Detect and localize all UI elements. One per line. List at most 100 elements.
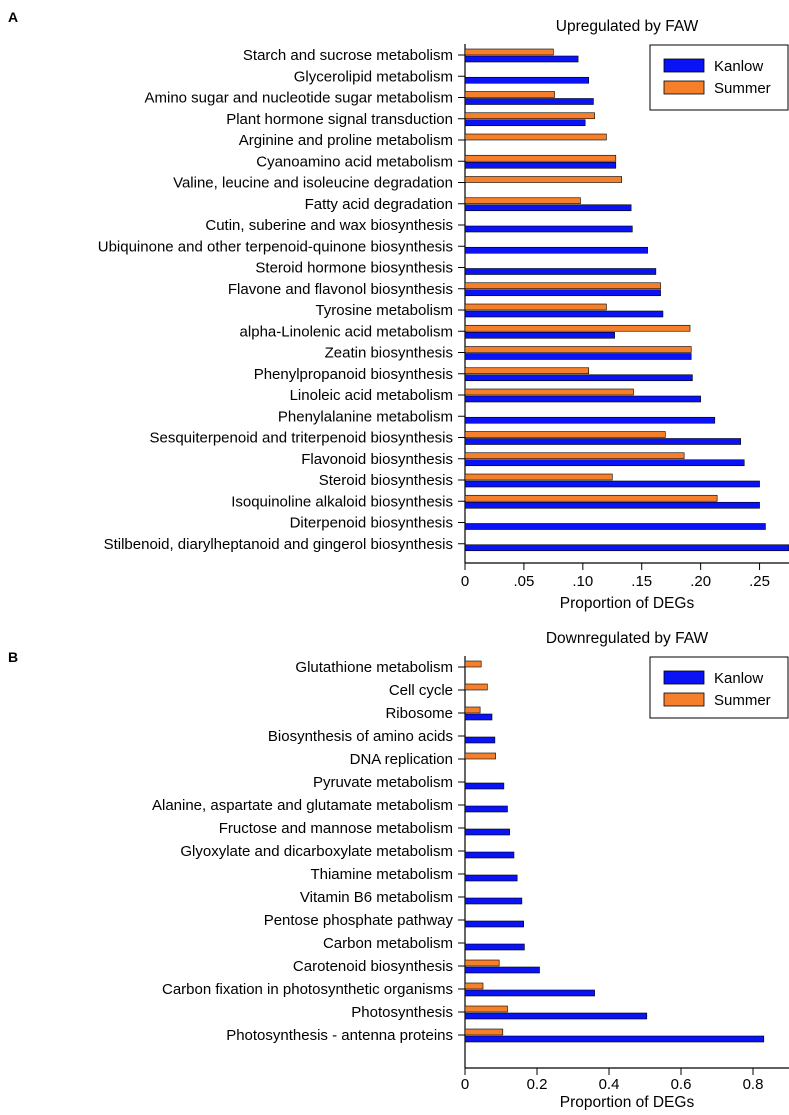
category-label: Ubiquinone and other terpenoid-quinone b…	[98, 238, 453, 255]
category-label: Carbon metabolism	[323, 935, 453, 952]
legend-box	[649, 656, 789, 719]
bar-kanlow	[464, 782, 505, 790]
bar-kanlow	[464, 501, 760, 509]
bar-summer	[464, 982, 484, 990]
category-label: Cutin, suberine and wax biosynthesis	[205, 217, 453, 234]
category-label: Biosynthesis of amino acids	[268, 728, 453, 745]
bar-kanlow	[464, 874, 518, 882]
category-label: Zeatin biosynthesis	[325, 345, 453, 362]
bar-summer	[464, 282, 661, 290]
category-label: Sesquiterpenoid and triterpenoid biosynt…	[149, 430, 453, 447]
bar-summer	[464, 660, 482, 668]
bar-summer	[464, 133, 607, 141]
category-label: Tyrosine metabolism	[315, 302, 453, 319]
x-tick-label: .15	[631, 573, 652, 590]
category-label: Diterpenoid biosynthesis	[290, 515, 453, 532]
category-label: Pentose phosphate pathway	[264, 912, 454, 929]
category-label: Photosynthesis - antenna proteins	[226, 1027, 453, 1044]
bar-kanlow	[464, 805, 508, 813]
bar-kanlow	[464, 119, 586, 127]
x-tick-label: .20	[690, 573, 711, 590]
x-axis-label: Proportion of DEGs	[560, 1094, 695, 1110]
category-label: Stilbenoid, diarylheptanoid and gingerol…	[104, 536, 453, 553]
category-label: Linoleic acid metabolism	[290, 387, 453, 404]
bar-summer	[464, 473, 613, 481]
bar-kanlow	[464, 828, 510, 836]
chart-title: Downregulated by FAW	[546, 630, 709, 647]
bar-kanlow	[464, 438, 741, 445]
bar-kanlow	[464, 713, 493, 721]
category-label: Phenylpropanoid biosynthesis	[254, 366, 453, 383]
bar-summer	[464, 452, 685, 460]
category-label: Carotenoid biosynthesis	[293, 958, 453, 975]
bar-kanlow	[464, 851, 515, 859]
bar-summer	[464, 1005, 508, 1013]
x-tick-label: 0	[461, 1076, 469, 1093]
bar-summer	[464, 367, 590, 375]
bar-kanlow	[464, 310, 664, 318]
bar-summer	[464, 683, 488, 691]
bar-kanlow	[464, 225, 633, 233]
bar-kanlow	[464, 204, 632, 212]
x-axis-label: Proportion of DEGs	[560, 595, 695, 612]
bar-kanlow	[464, 544, 789, 552]
category-label: Isoquinoline alkaloid biosynthesis	[231, 493, 453, 510]
category-label: Thiamine metabolism	[310, 866, 453, 883]
legend-swatch-kanlow	[663, 670, 705, 685]
bar-summer	[464, 752, 496, 760]
bar-kanlow	[464, 416, 716, 424]
bar-kanlow	[464, 897, 523, 905]
category-label: Steroid hormone biosynthesis	[255, 260, 453, 277]
bar-kanlow	[464, 920, 524, 928]
chart-title: Upregulated by FAW	[556, 18, 699, 35]
bar-summer	[464, 494, 718, 502]
category-label: Ribosome	[385, 705, 453, 722]
category-label: DNA replication	[350, 751, 453, 768]
bar-summer	[464, 176, 622, 183]
panel-label: A	[8, 9, 18, 25]
bar-kanlow	[464, 966, 540, 974]
bar-summer	[464, 388, 634, 396]
bar-summer	[464, 154, 617, 162]
category-label: Vitamin B6 metabolism	[300, 889, 453, 906]
bar-summer	[464, 91, 555, 98]
legend-swatch-summer	[663, 692, 705, 707]
legend-label-summer: Summer	[714, 80, 771, 97]
legend-box	[649, 44, 789, 111]
category-label: alpha-Linolenic acid metabolism	[240, 323, 453, 340]
bar-summer	[464, 431, 666, 438]
bar-kanlow	[464, 374, 693, 382]
category-label: Plant hormone signal transduction	[226, 111, 453, 128]
legend: Kanlow Summer	[649, 44, 789, 111]
category-label: Cell cycle	[389, 682, 453, 699]
category-label: Glycerolipid metabolism	[294, 68, 453, 85]
bar-summer	[464, 303, 607, 311]
legend: Kanlow Summer	[649, 656, 789, 719]
bar-kanlow	[464, 523, 766, 530]
x-tick-label: 0.8	[743, 1076, 764, 1093]
category-label: Photosynthesis	[351, 1004, 453, 1021]
bar-kanlow	[464, 246, 648, 254]
x-tick-label: 0.4	[599, 1076, 620, 1093]
x-tick-label: .05	[513, 573, 534, 590]
bar-kanlow	[464, 480, 760, 488]
category-label: Pyruvate metabolism	[313, 774, 453, 791]
bar-kanlow	[464, 161, 617, 169]
legend-swatch-summer	[663, 80, 705, 95]
panel-b: B Downregulated by FAW Glutathione metabol…	[8, 630, 789, 1111]
panel-a: A Upregulated by FAW Starch and sucrose me…	[8, 9, 789, 612]
bar-kanlow	[464, 76, 590, 84]
bar-kanlow	[464, 268, 657, 275]
bar-summer	[464, 112, 595, 120]
legend-label-summer: Summer	[714, 692, 771, 709]
bar-summer	[464, 48, 554, 56]
bar-summer	[464, 324, 691, 332]
bar-kanlow	[464, 736, 496, 744]
bar-kanlow	[464, 943, 525, 951]
bar-kanlow	[464, 98, 594, 105]
category-label: Alanine, aspartate and glutamate metabol…	[152, 797, 453, 814]
category-label: Valine, leucine and isoleucine degradati…	[173, 175, 453, 192]
category-label: Amino sugar and nucleotide sugar metabol…	[144, 90, 453, 107]
